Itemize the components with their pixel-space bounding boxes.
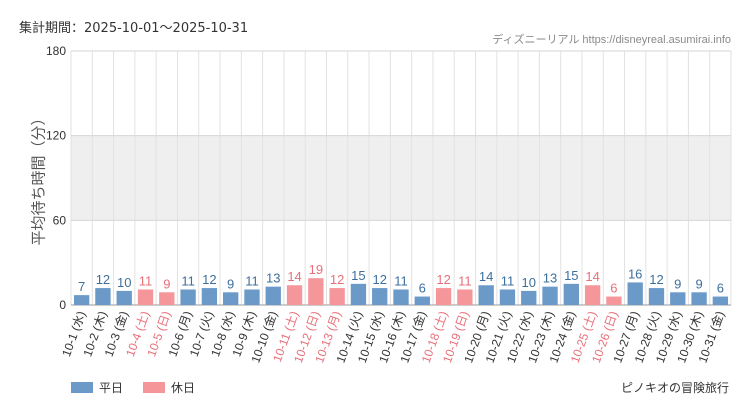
attraction-name: ピノキオの冒険旅行 (620, 381, 729, 395)
legend-swatch-weekday (71, 382, 93, 393)
bar-value-label: 6 (610, 281, 617, 296)
bar (265, 286, 281, 305)
bar-value-label: 6 (717, 281, 724, 296)
bar (712, 296, 729, 305)
bar-value-label: 11 (501, 273, 515, 288)
bar (137, 289, 154, 305)
bar (563, 283, 579, 305)
bar-value-label: 9 (163, 276, 170, 291)
bar-value-label: 9 (674, 276, 681, 291)
bar (329, 288, 345, 305)
y-tick-label: 120 (46, 129, 66, 143)
bar (584, 285, 601, 305)
bar-value-label: 11 (458, 273, 472, 288)
bar-value-label: 14 (585, 269, 599, 284)
bar-value-label: 14 (287, 269, 301, 284)
bar (308, 278, 324, 305)
legend-label-holiday: 休日 (171, 381, 196, 395)
bar-value-label: 12 (436, 272, 450, 287)
bar (691, 292, 707, 305)
bar-value-label: 12 (372, 272, 386, 287)
bar-value-label: 7 (78, 279, 85, 294)
bar-value-label: 9 (227, 276, 234, 291)
bar (159, 292, 175, 305)
bar-value-label: 10 (522, 275, 536, 290)
legend-item-weekday: 平日 (71, 379, 123, 396)
bar-value-label: 19 (309, 262, 323, 277)
shaded-band (71, 135, 731, 221)
legend-item-holiday: 休日 (143, 379, 195, 396)
legend-swatch-holiday (143, 382, 166, 393)
legend-label-weekday: 平日 (99, 381, 124, 395)
bar-value-label: 11 (245, 273, 259, 288)
bar (180, 289, 196, 305)
bar (116, 290, 132, 305)
bar-value-label: 15 (564, 268, 578, 283)
bar (372, 288, 388, 305)
credit-label: ディズニーリアル https://disneyreal.asumirai.inf… (492, 34, 731, 46)
bar (670, 292, 686, 305)
bar (499, 289, 516, 305)
legend: 平日 休日 (71, 379, 215, 396)
bar (223, 292, 239, 305)
bar (435, 288, 452, 305)
bar (457, 289, 473, 305)
bar (521, 290, 537, 305)
bar-value-label: 12 (202, 272, 216, 287)
bar (201, 288, 218, 305)
bar-value-label: 10 (117, 275, 131, 290)
bar (478, 285, 494, 305)
bar-value-label: 9 (695, 276, 702, 291)
bar (648, 288, 665, 305)
bar-value-label: 12 (649, 272, 663, 287)
y-tick-label: 60 (53, 213, 67, 227)
bar (606, 296, 622, 305)
bar (627, 282, 643, 305)
bar (542, 286, 558, 305)
bar-value-label: 13 (543, 271, 557, 286)
bar (393, 289, 409, 305)
bar-value-label: 11 (139, 273, 153, 288)
bar (244, 289, 260, 305)
y-tick-label: 180 (46, 44, 66, 58)
bar-value-label: 16 (628, 266, 642, 281)
bar (286, 285, 303, 305)
bar-value-label: 12 (330, 272, 344, 287)
bar (350, 283, 367, 305)
bar (95, 288, 111, 305)
bar-value-label: 15 (351, 268, 365, 283)
bar-value-label: 12 (96, 272, 110, 287)
bar (73, 295, 90, 305)
bar-value-label: 11 (394, 273, 408, 288)
bar-value-label: 14 (479, 269, 493, 284)
bar (414, 296, 430, 305)
bar-value-label: 11 (181, 273, 195, 288)
bar-value-label: 6 (419, 281, 426, 296)
period-label: 集計期間：2025-10-01～2025-10-31 (19, 21, 249, 36)
bar-value-label: 13 (266, 271, 280, 286)
y-tick-label: 0 (59, 298, 66, 312)
